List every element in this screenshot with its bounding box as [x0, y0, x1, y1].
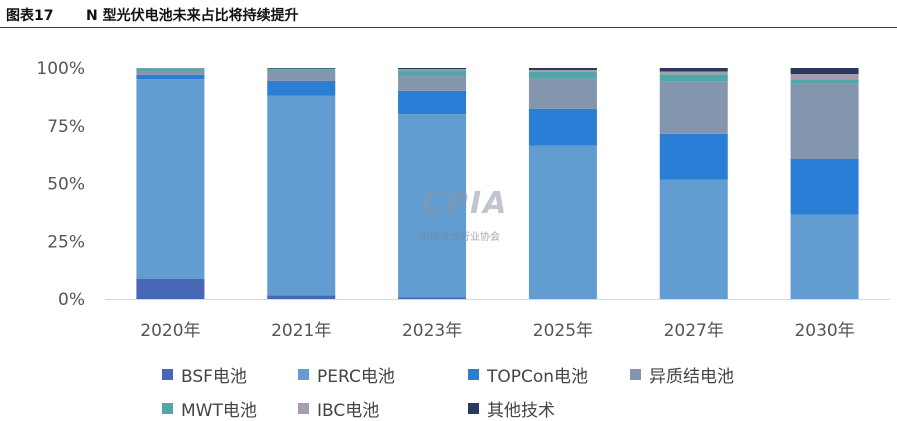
bar-segment-hetero — [528, 78, 597, 109]
bar-segment-bsf — [267, 295, 336, 299]
bar-stack — [790, 68, 859, 299]
legend-label: PERC电池 — [317, 367, 395, 387]
legend-swatch — [298, 403, 309, 414]
bar-stack — [528, 68, 597, 299]
y-tick-label: 25% — [47, 232, 85, 252]
bar-segment-hetero — [267, 71, 336, 81]
bar-segment-topcon — [136, 74, 205, 80]
legend-label: IBC电池 — [317, 401, 380, 421]
x-category-label: 2030年 — [794, 321, 854, 341]
legend-swatch — [468, 369, 479, 380]
bar-segment-mwt — [528, 71, 597, 79]
y-tick-label: 0% — [58, 290, 85, 310]
bar-segment-ibc — [659, 71, 728, 75]
legend-swatch — [630, 369, 641, 380]
bar-segment-perc — [398, 114, 467, 298]
bar-segment-perc — [790, 214, 859, 299]
chart-legend: BSF电池 PERC电池 TOPCon电池 异质结电池 MWT电池 IBC电池 其他技术 — [0, 356, 897, 421]
legend-label: 其他技术 — [487, 401, 555, 421]
figure-label: 图表17 — [6, 8, 54, 24]
legend-item-ibc: IBC电池 — [298, 396, 379, 421]
legend-label: BSF电池 — [181, 367, 247, 387]
bar-stack — [136, 68, 205, 299]
bar-segment-other — [528, 68, 597, 71]
bar-segment-topcon — [267, 80, 336, 96]
bar-segment-mwt — [398, 70, 467, 77]
bar-segment-ibc — [398, 69, 467, 71]
legend-swatch — [298, 369, 309, 380]
bar-segment-topcon — [398, 90, 467, 115]
legend-item-hetero: 异质结电池 — [630, 362, 734, 387]
y-tick-label: 50% — [47, 175, 85, 195]
bar-segment-hetero — [659, 81, 728, 134]
legend-item-perc: PERC电池 — [298, 362, 395, 387]
bar-segment-mwt — [790, 80, 859, 84]
x-category-label: 2021年 — [271, 321, 331, 341]
legend-swatch — [162, 369, 173, 380]
y-tick-label: 75% — [47, 117, 85, 137]
bar-segment-other — [267, 68, 336, 69]
figure-header: 图表17 N 型光伏电池未来占比将持续提升 — [0, 0, 897, 28]
bar-segment-topcon — [528, 108, 597, 146]
bar-segment-other — [790, 68, 859, 75]
legend-label: MWT电池 — [181, 401, 257, 421]
bar-stack — [267, 68, 336, 299]
bar-segment-hetero — [790, 83, 859, 160]
legend-item-topcon: TOPCon电池 — [468, 362, 588, 387]
bar-segment-other — [398, 68, 467, 70]
bar-segment-topcon — [659, 133, 728, 180]
y-tick-label: 100% — [36, 59, 85, 79]
bar-segment-ibc — [528, 70, 597, 72]
x-category-label: 2020年 — [140, 321, 200, 341]
legend-label: TOPCon电池 — [487, 367, 589, 387]
bar-segment-other — [659, 68, 728, 72]
bar-segment-perc — [659, 179, 728, 299]
figure-title: N 型光伏电池未来占比将持续提升 — [86, 8, 299, 24]
bar-segment-ibc — [136, 68, 205, 69]
bar-segment-ibc — [267, 68, 336, 70]
bar-segment-bsf — [136, 278, 205, 299]
legend-item-mwt: MWT电池 — [162, 396, 257, 421]
legend-item-other: 其他技术 — [468, 396, 555, 421]
legend-swatch — [468, 403, 479, 414]
x-category-label: 2027年 — [664, 321, 724, 341]
x-category-label: 2025年 — [533, 321, 593, 341]
bar-segment-bsf — [398, 297, 467, 299]
bar-segment-hetero — [136, 71, 205, 75]
bar-segment-perc — [528, 145, 597, 299]
bar-stack — [659, 68, 728, 299]
legend-item-bsf: BSF电池 — [162, 362, 247, 387]
bar-segment-perc — [136, 79, 205, 279]
legend-swatch — [162, 403, 173, 414]
bar-segment-topcon — [790, 159, 859, 215]
bar-segment-hetero — [398, 76, 467, 91]
bar-segment-mwt — [659, 74, 728, 82]
bar-segment-ibc — [790, 74, 859, 81]
bar-segment-perc — [267, 95, 336, 296]
stacked-bar-chart: 0% 25% 50% 75% 100% 2020年 2021年 2023年 2025年 2027年… — [36, 59, 890, 341]
bar-segment-mwt — [267, 69, 336, 72]
legend-label: 异质结电池 — [649, 367, 734, 387]
x-category-label: 2023年 — [402, 321, 462, 341]
bar-segment-mwt — [136, 68, 205, 72]
bar-stack — [398, 68, 467, 299]
